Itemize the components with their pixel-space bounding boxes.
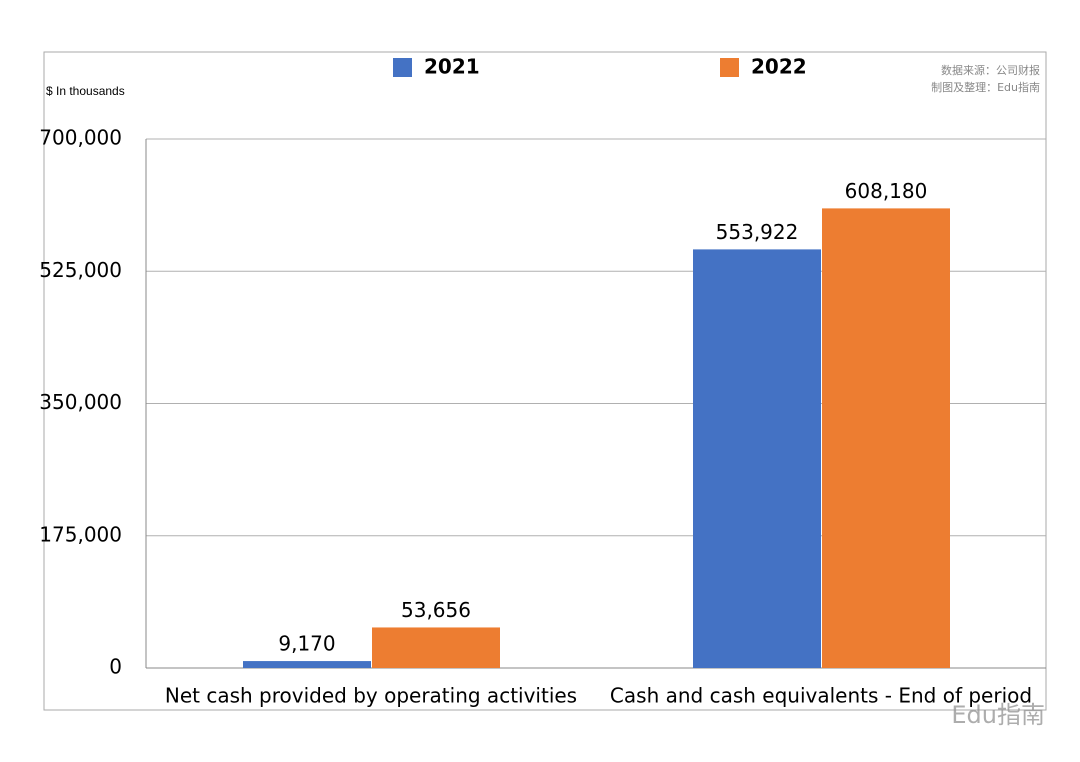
source-note: 制图及整理：Edu指南 bbox=[931, 80, 1040, 94]
watermark: Edu指南 bbox=[951, 701, 1045, 729]
bar bbox=[243, 661, 371, 668]
legend-label: 2021 bbox=[424, 55, 480, 79]
value-label: 608,180 bbox=[845, 179, 928, 203]
x-tick-label: Net cash provided by operating activitie… bbox=[165, 684, 577, 708]
source-note: 数据来源：公司财报 bbox=[941, 63, 1040, 77]
legend-label: 2022 bbox=[751, 55, 807, 79]
y-axis-label: $ In thousands bbox=[46, 84, 125, 98]
y-tick-label: 0 bbox=[109, 655, 122, 679]
legend-swatch bbox=[393, 58, 412, 77]
value-label: 9,170 bbox=[278, 632, 335, 656]
y-tick-label: 525,000 bbox=[39, 258, 122, 282]
bar bbox=[693, 249, 821, 668]
value-label: 553,922 bbox=[716, 220, 799, 244]
value-label: 53,656 bbox=[401, 598, 471, 622]
y-tick-label: 700,000 bbox=[39, 126, 122, 150]
x-tick-label: Cash and cash equivalents - End of perio… bbox=[610, 684, 1032, 708]
y-tick-label: 175,000 bbox=[39, 522, 122, 546]
chart-frame bbox=[43, 51, 1047, 711]
legend-swatch bbox=[720, 58, 739, 77]
bar bbox=[372, 627, 500, 668]
y-tick-label: 350,000 bbox=[39, 390, 122, 414]
bar bbox=[822, 208, 950, 668]
